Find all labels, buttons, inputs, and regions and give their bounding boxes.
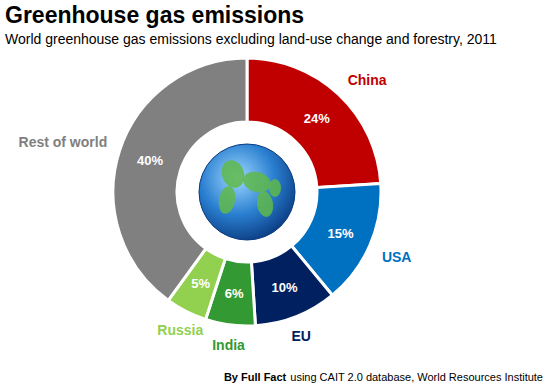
chart: Greenhouse gas emissions World greenhouse…	[0, 0, 550, 388]
data-label: 40%	[137, 153, 163, 168]
subtitle: World greenhouse gas emissions excluding…	[5, 31, 497, 47]
category-label: USA	[382, 249, 412, 265]
title: Greenhouse gas emissions	[5, 2, 304, 28]
globe-ring	[179, 124, 315, 260]
labels: 24% China 15% USA 10% EU 6% India 5% Russia 40% Res…	[19, 72, 412, 353]
globe	[179, 124, 315, 260]
category-label: Rest of world	[19, 134, 108, 150]
category-label: EU	[291, 328, 310, 344]
data-label: 24%	[304, 111, 330, 126]
category-label: India	[212, 337, 245, 353]
globe-land	[269, 179, 281, 197]
globe-land	[241, 169, 273, 196]
category-label: Russia	[157, 322, 203, 338]
chart-container: Greenhouse gas emissions World greenhouse…	[0, 0, 550, 388]
data-label: 10%	[272, 280, 298, 295]
source-text: using CAIT 2.0 database, World Resources…	[290, 371, 543, 383]
data-label: 15%	[328, 226, 354, 241]
source: By Full Factusing CAIT 2.0 database, Wor…	[224, 371, 543, 383]
source-author: By Full Fact	[224, 371, 287, 383]
data-label: 6%	[225, 286, 244, 301]
data-label: 5%	[191, 276, 210, 291]
category-label: China	[348, 72, 387, 88]
globe-outline	[199, 144, 295, 240]
slices	[113, 58, 381, 326]
globe-land	[217, 185, 238, 215]
globe-sphere	[199, 144, 295, 240]
globe-land	[218, 157, 248, 191]
